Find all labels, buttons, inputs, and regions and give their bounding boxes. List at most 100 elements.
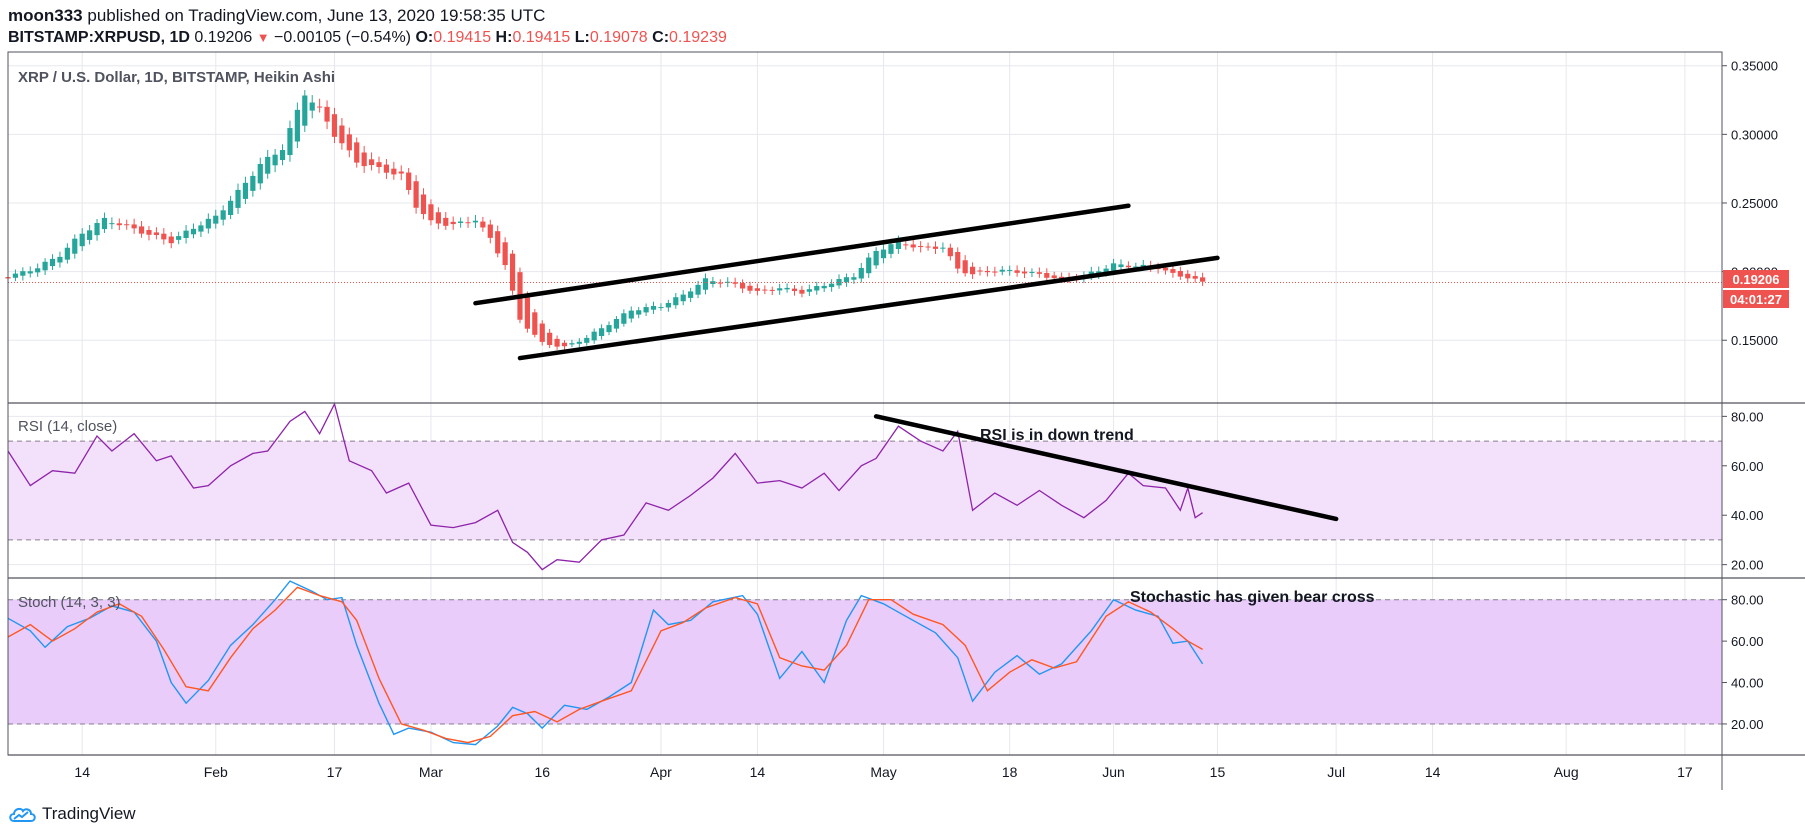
candle-body (1051, 275, 1057, 279)
open-label: O: (415, 29, 434, 46)
candle-body (27, 271, 33, 274)
candle-body (547, 332, 553, 346)
candle-body (977, 270, 983, 272)
channel-trendline[interactable] (473, 203, 1131, 306)
pane-titles: XRP / U.S. Dollar, 1D, BITSTAMP, Heikin … (18, 69, 1375, 611)
countdown-tag (1723, 290, 1789, 308)
candle-body (1185, 273, 1191, 279)
main-pane-title: XRP / U.S. Dollar, 1D, BITSTAMP, Heikin … (18, 69, 335, 86)
rsi-y-tick-label: 80.00 (1731, 409, 1764, 424)
candle-body (287, 128, 293, 156)
candle-body (732, 282, 738, 284)
candle-body (116, 223, 122, 226)
candle-body (1007, 269, 1013, 271)
candle-body (428, 204, 434, 221)
candle-body (695, 284, 701, 295)
candle-body (146, 230, 152, 235)
x-tick-label: Aug (1554, 764, 1579, 780)
candle-body (754, 288, 761, 291)
candle-body (1162, 267, 1169, 271)
candle-body (101, 217, 108, 230)
candle-body (613, 318, 620, 329)
candle-body (769, 289, 775, 291)
stoch-band (8, 599, 1722, 724)
candle-body (72, 238, 78, 254)
x-tick-label: 16 (534, 764, 550, 780)
rsi-pane-title: RSI (14, close) (18, 418, 117, 435)
price-y-tick-label: 0.25000 (1731, 196, 1778, 211)
x-tick-label: 14 (74, 764, 90, 780)
candle-body (109, 223, 115, 225)
x-tick-label: 17 (1677, 764, 1693, 780)
rsi-trendline[interactable] (873, 414, 1339, 522)
candle-body (880, 249, 887, 259)
candle-body (309, 102, 315, 111)
candle-body (1059, 276, 1065, 279)
published-text: published on TradingView.com, June 13, 2… (87, 6, 546, 25)
close-label: C: (652, 29, 670, 46)
candle-body (524, 295, 530, 329)
candle-body (138, 226, 145, 234)
candle-body (918, 245, 924, 248)
candle-body (903, 244, 909, 246)
candle-body (413, 181, 419, 208)
candle-body (992, 271, 998, 273)
candle-body (895, 239, 901, 250)
stoch-y-tick-label: 20.00 (1731, 717, 1764, 732)
stoch-d-line (7, 586, 1203, 744)
candle-body (49, 258, 56, 267)
candle-body (710, 281, 716, 285)
annotations[interactable] (473, 203, 1339, 522)
candle-body (57, 256, 63, 263)
symbol-label: BITSTAMP:XRPUSD, 1D (8, 29, 190, 46)
rsi-annotation-text[interactable]: RSI is in down trend (980, 427, 1134, 444)
last-price: 0.19206 (194, 29, 253, 46)
candle-body (806, 289, 812, 292)
candle-body (406, 172, 412, 190)
candle-body (1021, 271, 1028, 274)
candle-body (784, 287, 790, 290)
price-tags: 0.19206 04:01:27 (1723, 270, 1789, 308)
x-tick-label: Jul (1327, 764, 1345, 780)
candle-body (1200, 277, 1206, 282)
candle-body (673, 297, 679, 306)
candle-body (480, 221, 486, 228)
last-price-tag (1723, 270, 1789, 288)
x-tick-label: Mar (419, 764, 443, 780)
open-value: 0.19415 (433, 29, 492, 46)
x-tick-label: 17 (327, 764, 343, 780)
author-name[interactable]: moon333 (8, 6, 83, 25)
indicator-lines (7, 402, 1204, 746)
candle-body (851, 277, 857, 280)
candle-body (443, 217, 449, 226)
channel-trendline[interactable] (517, 255, 1220, 361)
stoch-pane-title: Stoch (14, 3, 3) (18, 594, 121, 611)
candle-body (680, 294, 686, 302)
x-tick-label: Jun (1102, 764, 1125, 780)
candle-body (539, 323, 545, 342)
candle-body (124, 224, 130, 226)
candle-body (584, 337, 590, 343)
candle-body (346, 134, 352, 151)
x-tick-label: 14 (750, 764, 766, 780)
x-tick-label: Feb (204, 764, 228, 780)
rsi-band (8, 441, 1722, 540)
close-value: 0.19239 (669, 29, 727, 46)
publish-info: moon333 published on TradingView.com, Ju… (8, 6, 545, 26)
tradingview-cloud-icon (9, 807, 36, 822)
footer-brand[interactable]: TradingView (8, 804, 136, 824)
candle-body (843, 277, 850, 283)
candle-body (606, 325, 612, 333)
stoch-annotation-text[interactable]: Stochastic has given bear cross (1130, 589, 1375, 606)
candle-body (94, 223, 100, 236)
price-change: −0.00105 (−0.54%) (274, 29, 412, 46)
candle-body (205, 218, 211, 229)
candle-body (87, 230, 93, 240)
candle-body (183, 230, 189, 238)
x-tick-label: 14 (1425, 764, 1441, 780)
candle-body (279, 149, 286, 161)
candle-body (472, 220, 479, 223)
candle-body (398, 171, 404, 174)
candle-body (1177, 270, 1183, 277)
